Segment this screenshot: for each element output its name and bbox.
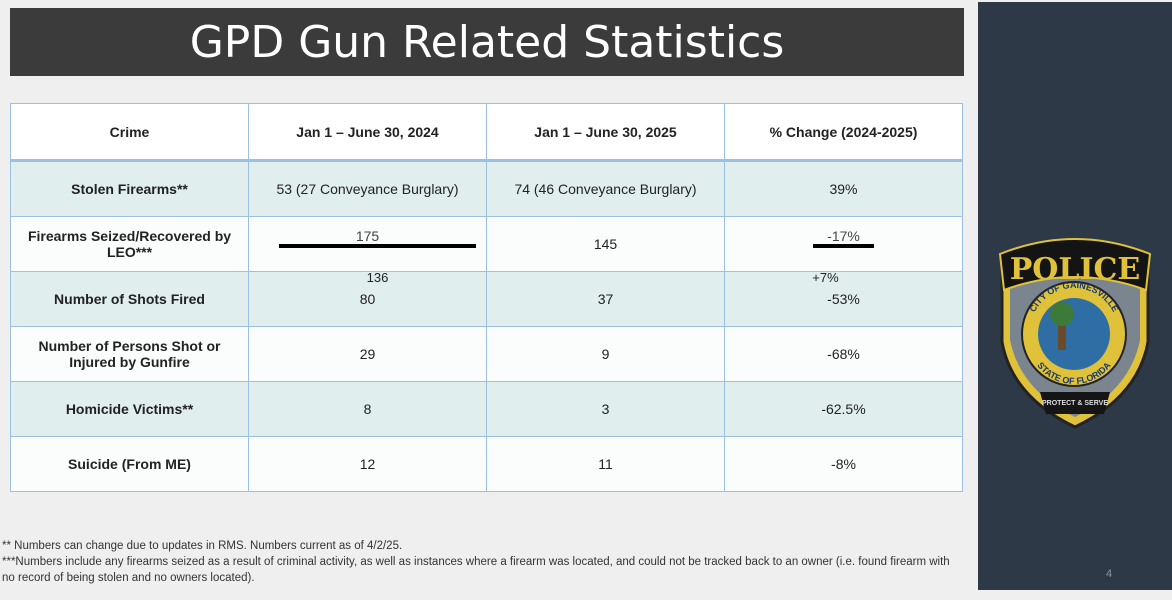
corrected-value: 136 bbox=[366, 270, 389, 285]
cell: -62.5% bbox=[724, 381, 963, 437]
cell: 29 bbox=[248, 326, 487, 382]
column-header: Jan 1 – June 30, 2024 bbox=[248, 103, 487, 162]
table-row: Homicide Victims** 8 3 -62.5% bbox=[10, 381, 963, 437]
footnote: ** Numbers can change due to updates in … bbox=[2, 540, 403, 552]
cell: 145 bbox=[486, 216, 725, 272]
police-badge: POLICE CITY OF GAINESVILLE STATE OF FLOR… bbox=[998, 238, 1152, 429]
cell: -8% bbox=[724, 436, 963, 492]
table-row: Number of Persons Shot or Injured by Gun… bbox=[10, 326, 963, 382]
table-row: Stolen Firearms** 53 (27 Conveyance Burgl… bbox=[10, 160, 963, 217]
row-label: Homicide Victims** bbox=[10, 381, 249, 437]
seal-tree-top bbox=[1050, 302, 1074, 326]
correction-wrap: -17% +7% bbox=[731, 228, 956, 285]
seal-tree bbox=[1058, 320, 1066, 350]
row-label: Suicide (From ME) bbox=[10, 436, 249, 492]
cell: 12 bbox=[248, 436, 487, 492]
slide-title: GPD Gun Related Statistics bbox=[10, 8, 964, 76]
cell: 11 bbox=[486, 436, 725, 492]
cell: 3 bbox=[486, 381, 725, 437]
table-row: Suicide (From ME) 12 11 -8% bbox=[10, 436, 963, 492]
struck-value: -17% bbox=[827, 228, 860, 244]
correction-wrap: 175 136 bbox=[255, 228, 480, 285]
cell: 8 bbox=[248, 381, 487, 437]
cell: 37 bbox=[486, 271, 725, 327]
cell: -53% bbox=[724, 271, 963, 327]
seal-center bbox=[1038, 298, 1110, 370]
side-panel: POLICE CITY OF GAINESVILLE STATE OF FLOR… bbox=[978, 2, 1172, 590]
strike-line bbox=[279, 244, 476, 248]
cell: 53 (27 Conveyance Burglary) bbox=[248, 160, 487, 217]
stats-table: Crime Jan 1 – June 30, 2024 Jan 1 – June 3… bbox=[10, 103, 963, 492]
cell: 9 bbox=[486, 326, 725, 382]
struck-value: 175 bbox=[355, 228, 380, 244]
cell: 39% bbox=[724, 160, 963, 217]
cell: -68% bbox=[724, 326, 963, 382]
corrected-cell: 175 136 bbox=[248, 216, 487, 285]
banner bbox=[998, 238, 1152, 292]
corrected-cell: -17% +7% bbox=[724, 216, 963, 285]
slide-number: 4 bbox=[1106, 568, 1113, 580]
corrected-value: +7% bbox=[812, 270, 839, 285]
row-label: Firearms Seized/Recovered by LEO*** bbox=[10, 216, 249, 272]
column-header: Crime bbox=[10, 103, 249, 162]
table-row: Firearms Seized/Recovered by LEO*** 175 13… bbox=[10, 216, 963, 285]
row-label: Stolen Firearms** bbox=[10, 160, 249, 217]
header-row: Crime Jan 1 – June 30, 2024 Jan 1 – June 3… bbox=[10, 103, 963, 162]
row-label: Number of Shots Fired bbox=[10, 271, 249, 327]
motto: PROTECT & SERVE bbox=[1042, 400, 1108, 407]
motto-plate bbox=[1040, 392, 1110, 414]
column-header: % Change (2024-2025) bbox=[724, 103, 963, 162]
strike-line bbox=[813, 244, 874, 248]
column-header: Jan 1 – June 30, 2025 bbox=[486, 103, 725, 162]
row-label: Number of Persons Shot or Injured by Gun… bbox=[10, 326, 249, 382]
table-row: Number of Shots Fired 80 37 -53% bbox=[10, 271, 963, 327]
footnotes: ** Numbers can change due to updates in … bbox=[2, 538, 962, 586]
cell: 74 (46 Conveyance Burglary) bbox=[486, 160, 725, 217]
footnote: ***Numbers include any firearms seized a… bbox=[2, 556, 950, 584]
